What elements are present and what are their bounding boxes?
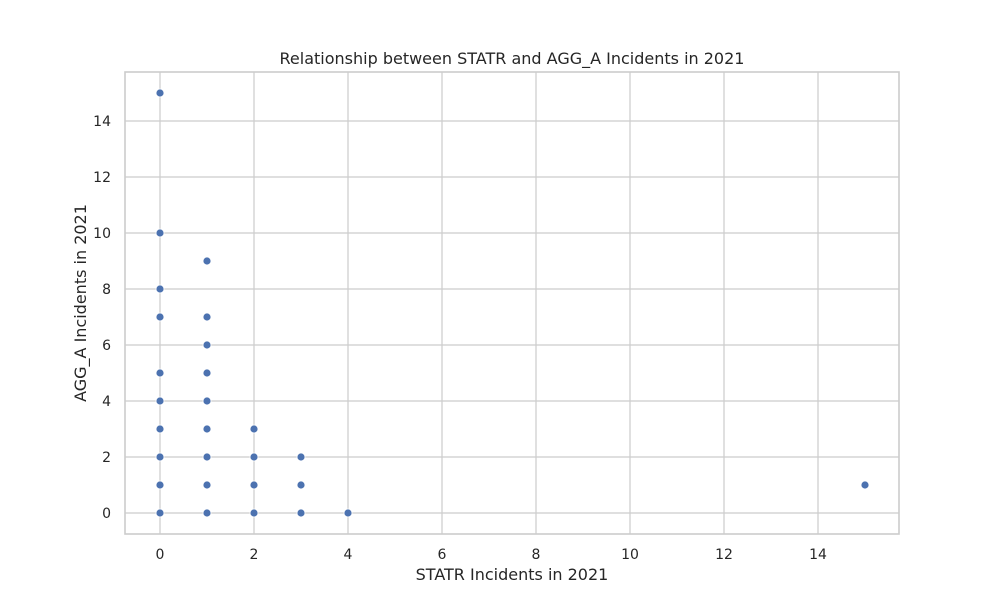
x-tick-labels: 0 2 4 6 8 10 12 14 [156, 547, 827, 563]
x-tick-label: 4 [344, 547, 353, 563]
data-point [249, 452, 259, 462]
data-point [296, 508, 306, 518]
data-point [249, 424, 259, 434]
data-point [155, 312, 165, 322]
y-tick-label: 2 [102, 450, 111, 466]
data-point [155, 228, 165, 238]
chart-title: Relationship between STATR and AGG_A Inc… [280, 49, 745, 69]
data-point [202, 452, 212, 462]
data-point [202, 508, 212, 518]
plot-frame [124, 71, 900, 535]
x-tick-label: 0 [156, 547, 165, 563]
data-point [155, 508, 165, 518]
grid [125, 72, 899, 534]
y-tick-label: 14 [93, 114, 111, 130]
data-point [296, 452, 306, 462]
data-point [343, 508, 353, 518]
y-tick-label: 10 [93, 226, 111, 242]
data-point [202, 480, 212, 490]
y-tick-label: 8 [102, 282, 111, 298]
x-tick-label: 8 [532, 547, 541, 563]
data-point [155, 88, 165, 98]
data-point [155, 452, 165, 462]
data-point [155, 368, 165, 378]
data-point [202, 312, 212, 322]
data-point [202, 424, 212, 434]
x-tick-label: 12 [715, 547, 733, 563]
y-tick-label: 0 [102, 506, 111, 522]
data-point [155, 424, 165, 434]
data-point [202, 340, 212, 350]
y-tick-label: 6 [102, 338, 111, 354]
data-point [155, 480, 165, 490]
data-point [202, 368, 212, 378]
x-tick-label: 10 [621, 547, 639, 563]
y-tick-label: 12 [93, 170, 111, 186]
y-axis-label: AGG_A Incidents in 2021 [71, 204, 91, 402]
data-point [249, 508, 259, 518]
x-tick-label: 6 [438, 547, 447, 563]
data-point [202, 396, 212, 406]
y-tick-labels: 0 2 4 6 8 10 12 14 [93, 114, 111, 522]
data-point [155, 396, 165, 406]
data-point [202, 256, 212, 266]
x-tick-label: 14 [809, 547, 827, 563]
data-point [296, 480, 306, 490]
data-point [155, 284, 165, 294]
x-axis-label: STATR Incidents in 2021 [416, 565, 609, 584]
x-tick-label: 2 [250, 547, 259, 563]
data-points [155, 88, 870, 518]
data-point [249, 480, 259, 490]
data-point [860, 480, 870, 490]
y-tick-label: 4 [102, 394, 111, 410]
